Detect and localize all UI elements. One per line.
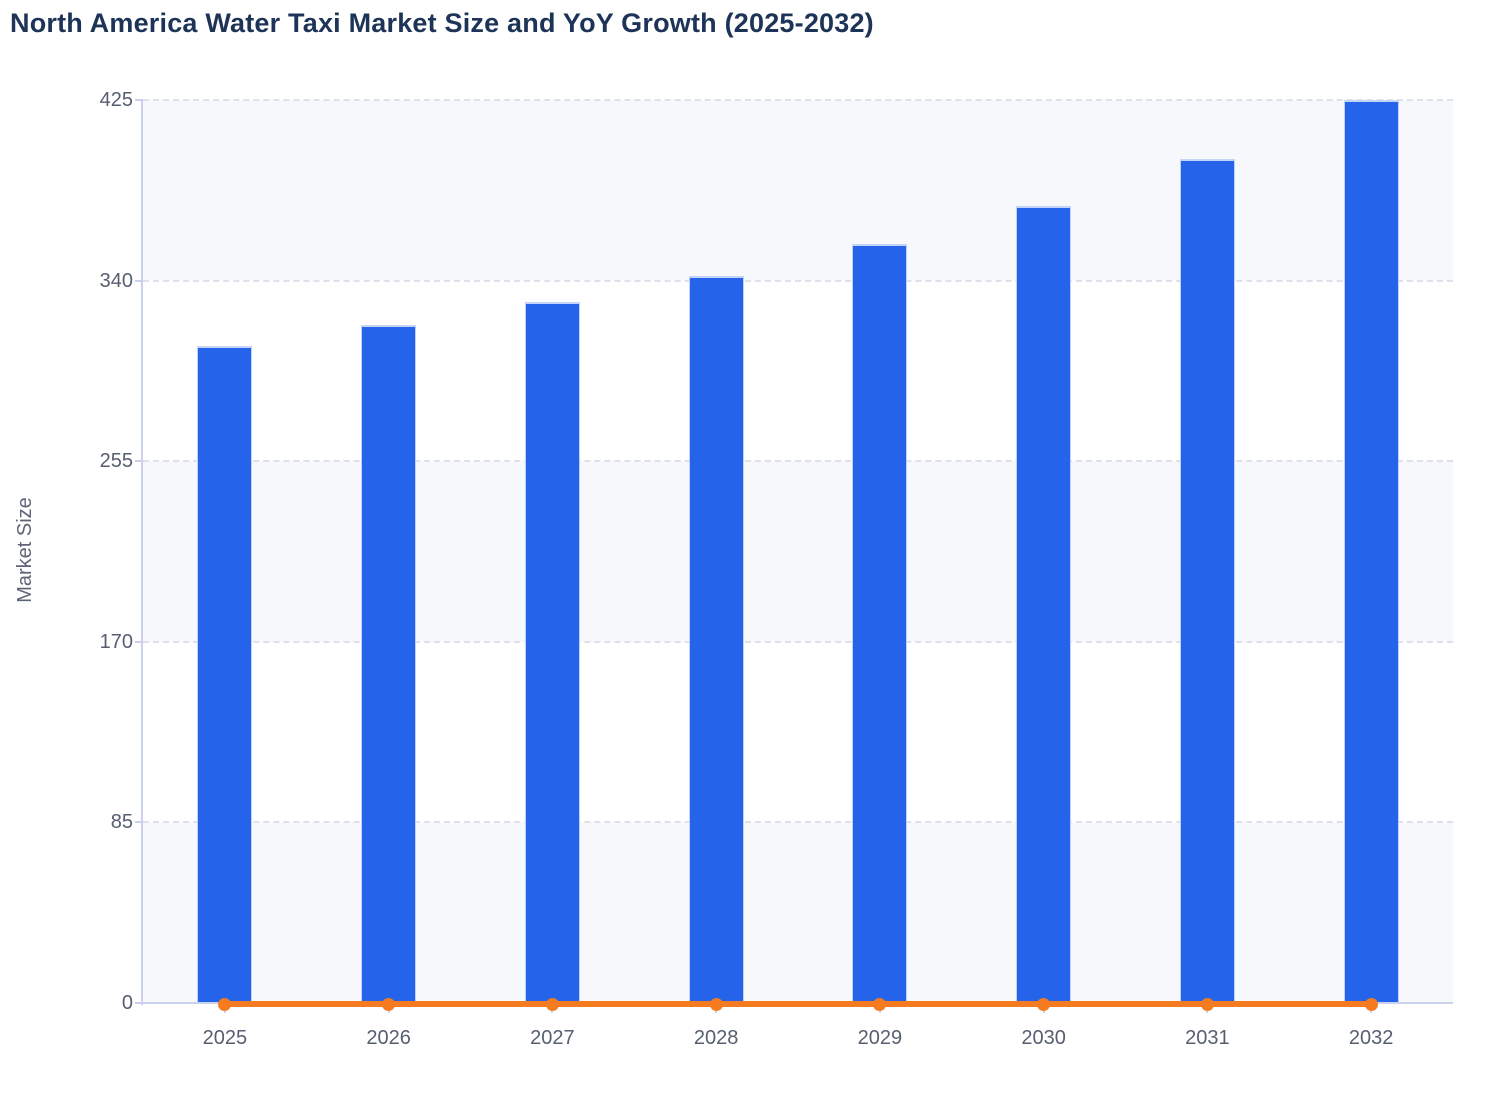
x-tick-label-2031: 2031 xyxy=(1185,1027,1230,1049)
yoy-marker-2032 xyxy=(1364,997,1378,1011)
y-tick-label-170: 170 xyxy=(99,630,133,653)
y-tick-label-255: 255 xyxy=(99,450,133,473)
x-tick-label-2032: 2032 xyxy=(1348,1027,1394,1049)
yoy-growth-line xyxy=(224,1001,1372,1007)
yoy-marker-2028 xyxy=(709,997,723,1011)
yoy-marker-2030 xyxy=(1037,997,1051,1011)
y-axis-tick-0 xyxy=(135,1002,143,1004)
bar-2030 xyxy=(1016,206,1072,1003)
y-tick-label-0: 0 xyxy=(121,992,133,1014)
yoy-marker-2031 xyxy=(1200,997,1214,1011)
y-axis-tick-85 xyxy=(135,821,143,824)
y-axis-tick-340 xyxy=(135,279,143,282)
bar-2029 xyxy=(852,244,908,1003)
x-tick-label-2029: 2029 xyxy=(857,1027,903,1049)
yoy-marker-2029 xyxy=(873,997,887,1011)
x-tick-label-2025: 2025 xyxy=(202,1027,248,1049)
y-axis-tick-170 xyxy=(135,640,143,643)
y-axis-tick-255 xyxy=(135,460,143,463)
y-tick-label-340: 340 xyxy=(99,269,133,292)
y-tick-label-85: 85 xyxy=(110,811,133,834)
bar-2032 xyxy=(1343,100,1399,1003)
gridline-340 xyxy=(143,279,1453,282)
plot-area xyxy=(143,99,1453,1003)
y-axis-line xyxy=(141,100,143,1005)
yoy-marker-2027 xyxy=(545,997,559,1011)
bar-2026 xyxy=(361,325,417,1003)
yoy-marker-2026 xyxy=(382,997,396,1011)
x-tick-label-2028: 2028 xyxy=(693,1027,739,1049)
y-tick-label-425: 425 xyxy=(99,89,133,111)
gridline-255 xyxy=(143,460,1453,463)
bar-2027 xyxy=(524,301,580,1003)
x-tick-label-2027: 2027 xyxy=(530,1027,575,1049)
gridline-85 xyxy=(143,821,1453,824)
y-axis-title: Market Size xyxy=(14,497,36,603)
bar-2031 xyxy=(1179,159,1235,1003)
bar-2028 xyxy=(688,276,744,1003)
gridline-425 xyxy=(143,99,1453,101)
x-tick-label-2030: 2030 xyxy=(1021,1027,1066,1049)
bar-2025 xyxy=(197,346,253,1003)
chart-title: North America Water Taxi Market Size and… xyxy=(10,8,874,38)
x-tick-label-2026: 2026 xyxy=(366,1027,411,1049)
gridline-170 xyxy=(143,640,1453,643)
y-axis-tick-425 xyxy=(135,99,143,101)
yoy-marker-2025 xyxy=(218,997,232,1011)
